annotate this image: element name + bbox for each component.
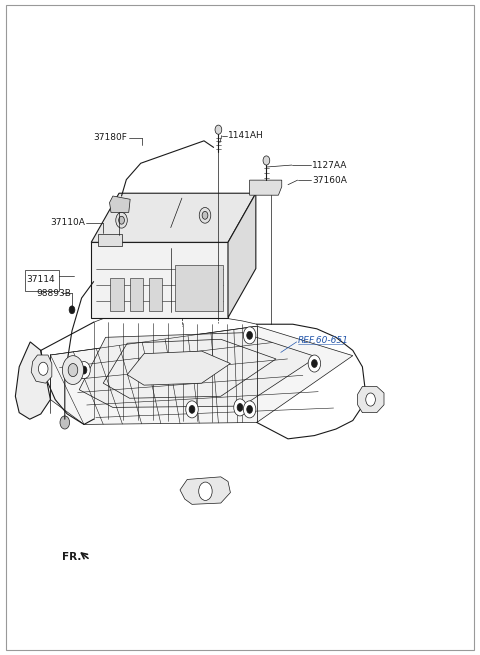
Circle shape [199,208,211,223]
Polygon shape [110,278,124,311]
Circle shape [68,364,78,377]
Circle shape [69,306,75,314]
Circle shape [62,356,84,384]
Text: REF.60-651: REF.60-651 [298,336,348,345]
Circle shape [215,125,222,134]
Circle shape [312,360,317,367]
Text: 37110A: 37110A [50,218,85,227]
Circle shape [234,399,246,416]
Circle shape [247,405,252,413]
Polygon shape [31,355,52,383]
Circle shape [60,416,70,429]
Circle shape [247,331,252,339]
Polygon shape [175,265,223,311]
Polygon shape [15,342,50,419]
Polygon shape [98,234,122,246]
Text: FR.: FR. [62,552,82,562]
Text: 98893B: 98893B [36,289,71,298]
Circle shape [116,212,127,228]
Text: 37114: 37114 [26,274,55,284]
Circle shape [78,362,90,379]
Polygon shape [109,196,130,212]
Circle shape [263,156,270,165]
Text: 37160A: 37160A [312,176,347,185]
Polygon shape [250,180,282,195]
Circle shape [308,355,321,372]
Circle shape [202,212,208,219]
Circle shape [366,393,375,406]
Polygon shape [127,351,230,385]
Polygon shape [130,278,143,311]
Polygon shape [358,386,384,413]
Polygon shape [149,278,162,311]
Text: 1127AA: 1127AA [312,160,348,170]
Circle shape [243,327,256,344]
Polygon shape [91,193,256,242]
Bar [25,270,59,291]
Circle shape [186,401,198,418]
Polygon shape [50,326,353,424]
Circle shape [243,401,256,418]
Text: 37180F: 37180F [93,133,127,142]
Polygon shape [228,193,256,318]
Circle shape [189,405,195,413]
Polygon shape [180,477,230,504]
Polygon shape [91,242,228,318]
Circle shape [199,482,212,500]
Circle shape [38,362,48,375]
Polygon shape [79,333,317,407]
Circle shape [81,366,87,374]
Text: 1141AH: 1141AH [228,131,264,140]
Circle shape [119,216,124,224]
Circle shape [237,403,243,411]
